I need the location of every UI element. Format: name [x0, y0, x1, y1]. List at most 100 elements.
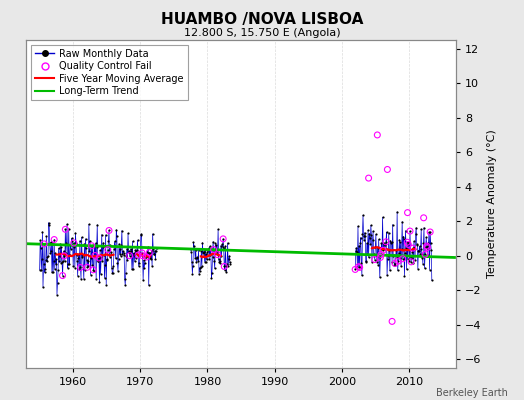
Point	[39, 261, 48, 267]
Point	[214, 226, 222, 233]
Point	[67, 235, 75, 242]
Point	[152, 245, 161, 252]
Point	[400, 236, 408, 242]
Point	[111, 238, 119, 245]
Point	[94, 257, 103, 264]
Point	[79, 264, 88, 270]
Point	[115, 251, 124, 257]
Point	[387, 240, 395, 246]
Point	[126, 252, 134, 259]
Point	[359, 212, 367, 218]
Point	[58, 258, 66, 265]
Point	[44, 253, 52, 260]
Point	[187, 246, 195, 253]
Point	[222, 263, 230, 269]
Point	[411, 231, 420, 237]
Point	[421, 251, 429, 258]
Point	[95, 255, 103, 261]
Point	[47, 238, 56, 245]
Point	[396, 254, 404, 261]
Point	[42, 233, 50, 240]
Point	[409, 245, 417, 251]
Point	[217, 252, 226, 259]
Point	[380, 246, 389, 252]
Point	[405, 258, 413, 264]
Point	[193, 254, 202, 260]
Point	[388, 221, 397, 228]
Point	[81, 267, 89, 273]
Point	[202, 250, 211, 257]
Point	[89, 267, 97, 273]
Point	[207, 275, 215, 281]
Point	[191, 254, 199, 261]
Point	[64, 226, 73, 232]
Point	[421, 251, 429, 258]
Point	[369, 251, 378, 258]
Point	[385, 247, 394, 253]
Point	[113, 233, 121, 239]
Point	[147, 248, 156, 254]
Point	[417, 246, 425, 252]
Point	[418, 251, 427, 258]
Point	[360, 237, 368, 244]
Point	[138, 250, 146, 256]
Point	[97, 231, 106, 238]
Point	[151, 247, 159, 254]
Point	[362, 259, 370, 265]
Point	[72, 252, 81, 258]
Point	[220, 263, 228, 270]
Point	[361, 229, 369, 236]
Point	[214, 256, 223, 263]
Point	[87, 255, 95, 261]
Point	[363, 240, 371, 246]
Point	[151, 256, 160, 262]
Point	[40, 241, 48, 247]
Point	[352, 248, 360, 254]
Point	[397, 263, 405, 269]
Point	[377, 240, 386, 246]
Point	[114, 268, 122, 274]
Point	[351, 266, 359, 273]
Point	[363, 250, 372, 257]
Point	[111, 243, 119, 250]
Point	[188, 259, 196, 265]
Point	[354, 223, 362, 229]
Point	[225, 256, 233, 262]
Point	[124, 230, 132, 237]
Point	[418, 254, 426, 261]
Point	[210, 246, 218, 253]
Point	[386, 267, 394, 274]
Point	[121, 275, 129, 282]
Point	[57, 260, 65, 266]
Point	[136, 250, 145, 256]
Point	[112, 227, 121, 233]
Point	[136, 252, 144, 258]
Point	[392, 254, 401, 260]
Point	[57, 244, 66, 250]
Point	[424, 252, 432, 258]
Point	[123, 257, 132, 263]
Point	[406, 228, 414, 234]
Point	[58, 272, 67, 279]
Point	[119, 248, 127, 254]
Point	[96, 247, 104, 254]
Point	[75, 266, 83, 272]
Point	[110, 262, 118, 269]
Point	[219, 236, 227, 242]
Point	[412, 224, 420, 231]
Point	[149, 251, 158, 257]
Point	[91, 252, 99, 259]
Point	[69, 262, 78, 269]
Point	[198, 239, 206, 246]
Point	[77, 264, 85, 271]
Point	[89, 242, 97, 248]
Point	[122, 270, 130, 277]
Point	[58, 272, 67, 279]
Point	[199, 248, 208, 255]
Point	[144, 244, 152, 250]
Point	[71, 264, 79, 271]
Point	[123, 246, 131, 252]
Point	[36, 237, 45, 244]
Point	[362, 258, 370, 264]
Point	[38, 229, 47, 235]
